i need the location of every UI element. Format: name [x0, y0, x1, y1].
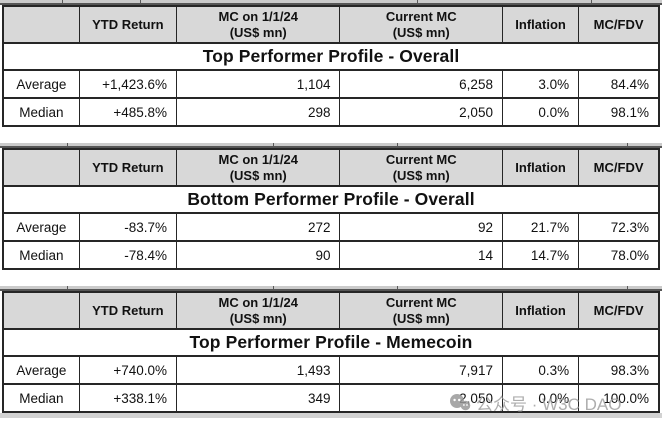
table-gap	[0, 270, 662, 286]
header-cell-current-mc: Current MC (US$ mn)	[339, 148, 503, 187]
ytd-return-cell: +338.1%	[78, 383, 178, 413]
header-cell-inflation: Inflation	[501, 148, 580, 187]
table-top-performer-memecoin: Top Performer Profile - Memecoin YTD Ret…	[2, 291, 660, 413]
cropped-row-strip-mid-2	[0, 286, 662, 291]
strip-divider	[273, 143, 274, 146]
mc-jan-cell: 1,104	[175, 69, 341, 99]
header-cell-inflation: Inflation	[501, 291, 580, 330]
header-cell-current-mc: Current MC (US$ mn)	[339, 5, 503, 44]
mc-fdv-cell: 84.4%	[578, 69, 660, 99]
row-label-cell: Average	[2, 69, 80, 99]
mc-fdv-cell: 72.3%	[578, 212, 660, 242]
cropped-row-strip-bottom	[0, 413, 662, 418]
current-mc-cell: 14	[339, 240, 503, 270]
strip-divider	[273, 286, 274, 289]
table-title: Top Performer Profile - Overall	[2, 42, 660, 71]
table-bottom-performer-overall: Bottom Performer Profile - Overall YTD R…	[2, 148, 660, 270]
strip-divider	[67, 286, 68, 289]
strip-divider	[67, 143, 68, 146]
header-cell-ytd-return: YTD Return	[78, 148, 178, 187]
header-cell-mc-jan: MC on 1/1/24 (US$ mn)	[175, 148, 341, 187]
mc-jan-cell: 1,493	[175, 355, 341, 385]
header-cell-ytd-return: YTD Return	[78, 5, 178, 44]
table-gap	[0, 127, 662, 143]
table-title: Bottom Performer Profile - Overall	[2, 185, 660, 214]
header-row: YTD Return MC on 1/1/24 (US$ mn) Current …	[2, 291, 660, 330]
header-cell-empty	[2, 148, 80, 187]
header-cell-mc-fdv: MC/FDV	[578, 148, 660, 187]
current-mc-cell: 6,258	[339, 69, 503, 99]
mc-fdv-cell: 98.3%	[578, 355, 660, 385]
ytd-return-cell: +740.0%	[78, 355, 178, 385]
strip-divider	[417, 0, 418, 3]
row-label-cell: Median	[2, 383, 80, 413]
table-row-median: Median +338.1% 349 2,050 0.0% 100.0%	[2, 383, 660, 413]
header-cell-mc-jan: MC on 1/1/24 (US$ mn)	[175, 5, 341, 44]
inflation-cell: 0.3%	[501, 355, 580, 385]
strip-divider	[140, 0, 141, 3]
cropped-row-strip-top	[0, 0, 662, 5]
table-title: Top Performer Profile - Memecoin	[2, 328, 660, 357]
inflation-cell: 3.0%	[501, 69, 580, 99]
table-row-median: Median -78.4% 90 14 14.7% 78.0%	[2, 240, 660, 270]
inflation-cell: 21.7%	[501, 212, 580, 242]
header-row: YTD Return MC on 1/1/24 (US$ mn) Current …	[2, 5, 660, 44]
ytd-return-cell: +485.8%	[78, 97, 178, 127]
header-cell-empty	[2, 291, 80, 330]
table-row-average: Average +1,423.6% 1,104 6,258 3.0% 84.4%	[2, 69, 660, 99]
current-mc-cell: 92	[339, 212, 503, 242]
header-cell-empty	[2, 5, 80, 44]
inflation-cell: 0.0%	[501, 97, 580, 127]
row-label-cell: Median	[2, 97, 80, 127]
header-row: YTD Return MC on 1/1/24 (US$ mn) Current …	[2, 148, 660, 187]
current-mc-cell: 7,917	[339, 355, 503, 385]
current-mc-cell: 2,050	[339, 97, 503, 127]
header-cell-mc-fdv: MC/FDV	[578, 291, 660, 330]
mc-jan-cell: 349	[175, 383, 341, 413]
table-row-median: Median +485.8% 298 2,050 0.0% 98.1%	[2, 97, 660, 127]
row-label-cell: Median	[2, 240, 80, 270]
header-cell-inflation: Inflation	[501, 5, 580, 44]
mc-fdv-cell: 100.0%	[578, 383, 660, 413]
strip-divider	[627, 143, 628, 146]
header-cell-mc-jan: MC on 1/1/24 (US$ mn)	[175, 291, 341, 330]
cropped-row-strip-mid-1	[0, 143, 662, 148]
ytd-return-cell: -78.4%	[78, 240, 178, 270]
inflation-cell: 0.0%	[501, 383, 580, 413]
mc-fdv-cell: 98.1%	[578, 97, 660, 127]
header-cell-current-mc: Current MC (US$ mn)	[339, 291, 503, 330]
strip-divider	[397, 286, 398, 289]
inflation-cell: 14.7%	[501, 240, 580, 270]
mc-jan-cell: 298	[175, 97, 341, 127]
header-cell-mc-fdv: MC/FDV	[578, 5, 660, 44]
ytd-return-cell: -83.7%	[78, 212, 178, 242]
strip-divider	[62, 0, 63, 3]
mc-fdv-cell: 78.0%	[578, 240, 660, 270]
strip-divider	[397, 143, 398, 146]
row-label-cell: Average	[2, 355, 80, 385]
header-cell-ytd-return: YTD Return	[78, 291, 178, 330]
strip-divider	[591, 0, 592, 3]
current-mc-cell: 2,050	[339, 383, 503, 413]
mc-jan-cell: 272	[175, 212, 341, 242]
mc-jan-cell: 90	[175, 240, 341, 270]
strip-divider	[627, 286, 628, 289]
row-label-cell: Average	[2, 212, 80, 242]
table-row-average: Average -83.7% 272 92 21.7% 72.3%	[2, 212, 660, 242]
table-top-performer-overall: Top Performer Profile - Overall YTD Retu…	[2, 5, 660, 127]
ytd-return-cell: +1,423.6%	[78, 69, 178, 99]
table-row-average: Average +740.0% 1,493 7,917 0.3% 98.3%	[2, 355, 660, 385]
